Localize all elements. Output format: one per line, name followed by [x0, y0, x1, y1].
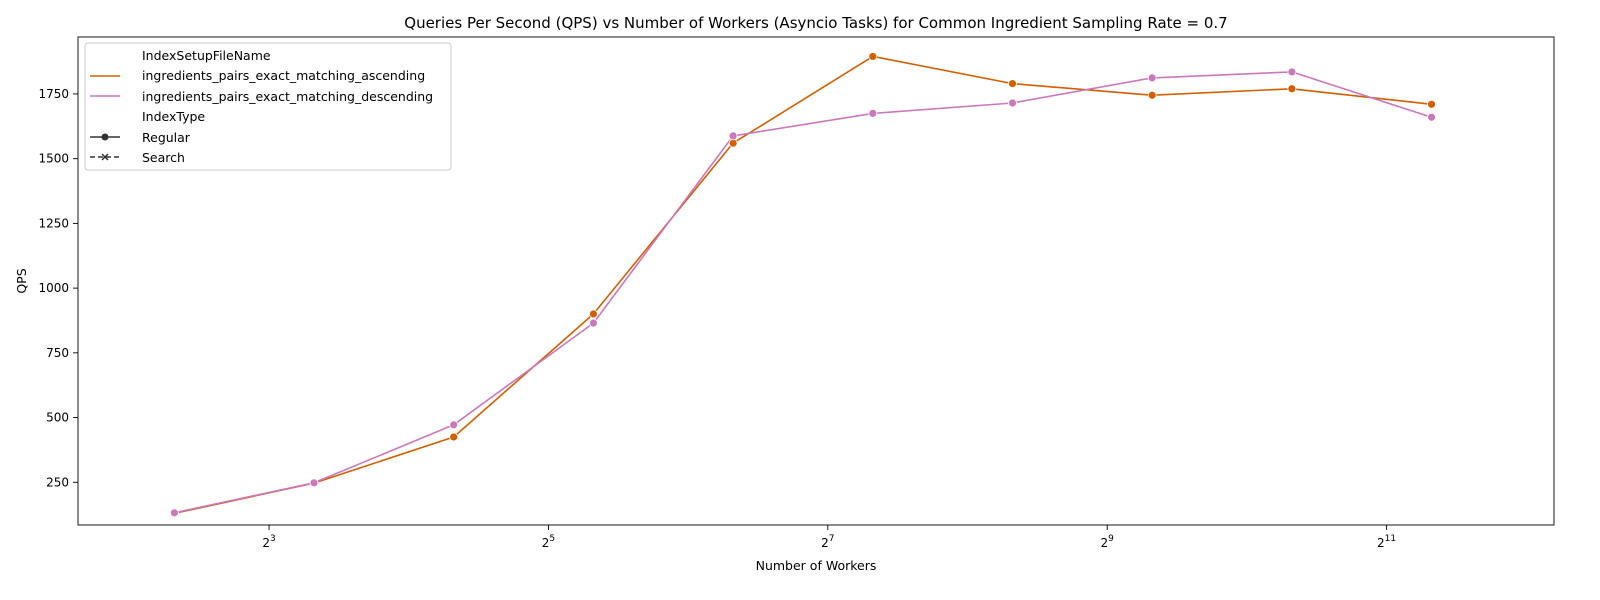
y-tick-label: 500 [46, 411, 69, 425]
x-tick-label: 211 [1377, 534, 1396, 550]
x-axis-label: Number of Workers [756, 558, 877, 573]
y-axis: 250 500 750 1000 1250 1500 1750 [38, 87, 78, 489]
series-line-1 [174, 71, 1432, 514]
data-point [1427, 99, 1436, 109]
series-line-0 [174, 55, 1432, 515]
data-point [589, 309, 598, 319]
x-axis: 23 25 27 29 211 [262, 525, 1396, 550]
y-axis-label: QPS [14, 268, 29, 293]
data-point [449, 420, 459, 430]
legend-hue-title: IndexSetupFileName [142, 48, 271, 63]
data-point [1147, 90, 1157, 100]
legend-style-title: IndexType [142, 109, 205, 124]
y-tick-label: 750 [46, 346, 69, 360]
data-point [1287, 84, 1297, 94]
data-point [868, 52, 878, 61]
y-tick-label: 1500 [38, 152, 69, 166]
data-point [1008, 98, 1017, 108]
data-point [728, 138, 738, 148]
y-tick-label: 1000 [38, 281, 69, 295]
legend-frame [84, 42, 452, 171]
data-point [589, 318, 598, 328]
legend-label-descending: ingredients_pairs_exact_matching_descend… [142, 89, 433, 104]
x-tick-label: 27 [821, 534, 834, 550]
data-point [449, 432, 459, 442]
y-tick-label: 1750 [38, 87, 69, 101]
plot-area [77, 36, 1555, 526]
legend: IndexSetupFileName ingredients_pairs_exa… [84, 42, 452, 171]
data-point [1008, 79, 1017, 88]
legend-label-search: Search [142, 150, 185, 165]
y-tick-label: 250 [46, 475, 69, 489]
x-tick-label: 23 [262, 534, 275, 550]
data-point [1147, 73, 1157, 83]
series-layer [169, 52, 1436, 518]
legend-label-regular: Regular [142, 130, 191, 145]
x-tick-label: 25 [542, 534, 555, 550]
legend-label-ascending: ingredients_pairs_exact_matching_ascendi… [142, 68, 425, 83]
legend-marker-regular [90, 133, 120, 141]
y-tick-label: 1250 [38, 216, 69, 230]
data-point [309, 478, 319, 488]
legend-marker-search [90, 153, 120, 161]
data-point [1287, 67, 1297, 77]
x-tick-label: 29 [1101, 534, 1115, 550]
chart-title: Queries Per Second (QPS) vs Number of Wo… [404, 14, 1227, 32]
data-point [868, 108, 878, 118]
data-point [169, 508, 179, 518]
data-point [1427, 112, 1436, 122]
data-point [728, 131, 738, 141]
